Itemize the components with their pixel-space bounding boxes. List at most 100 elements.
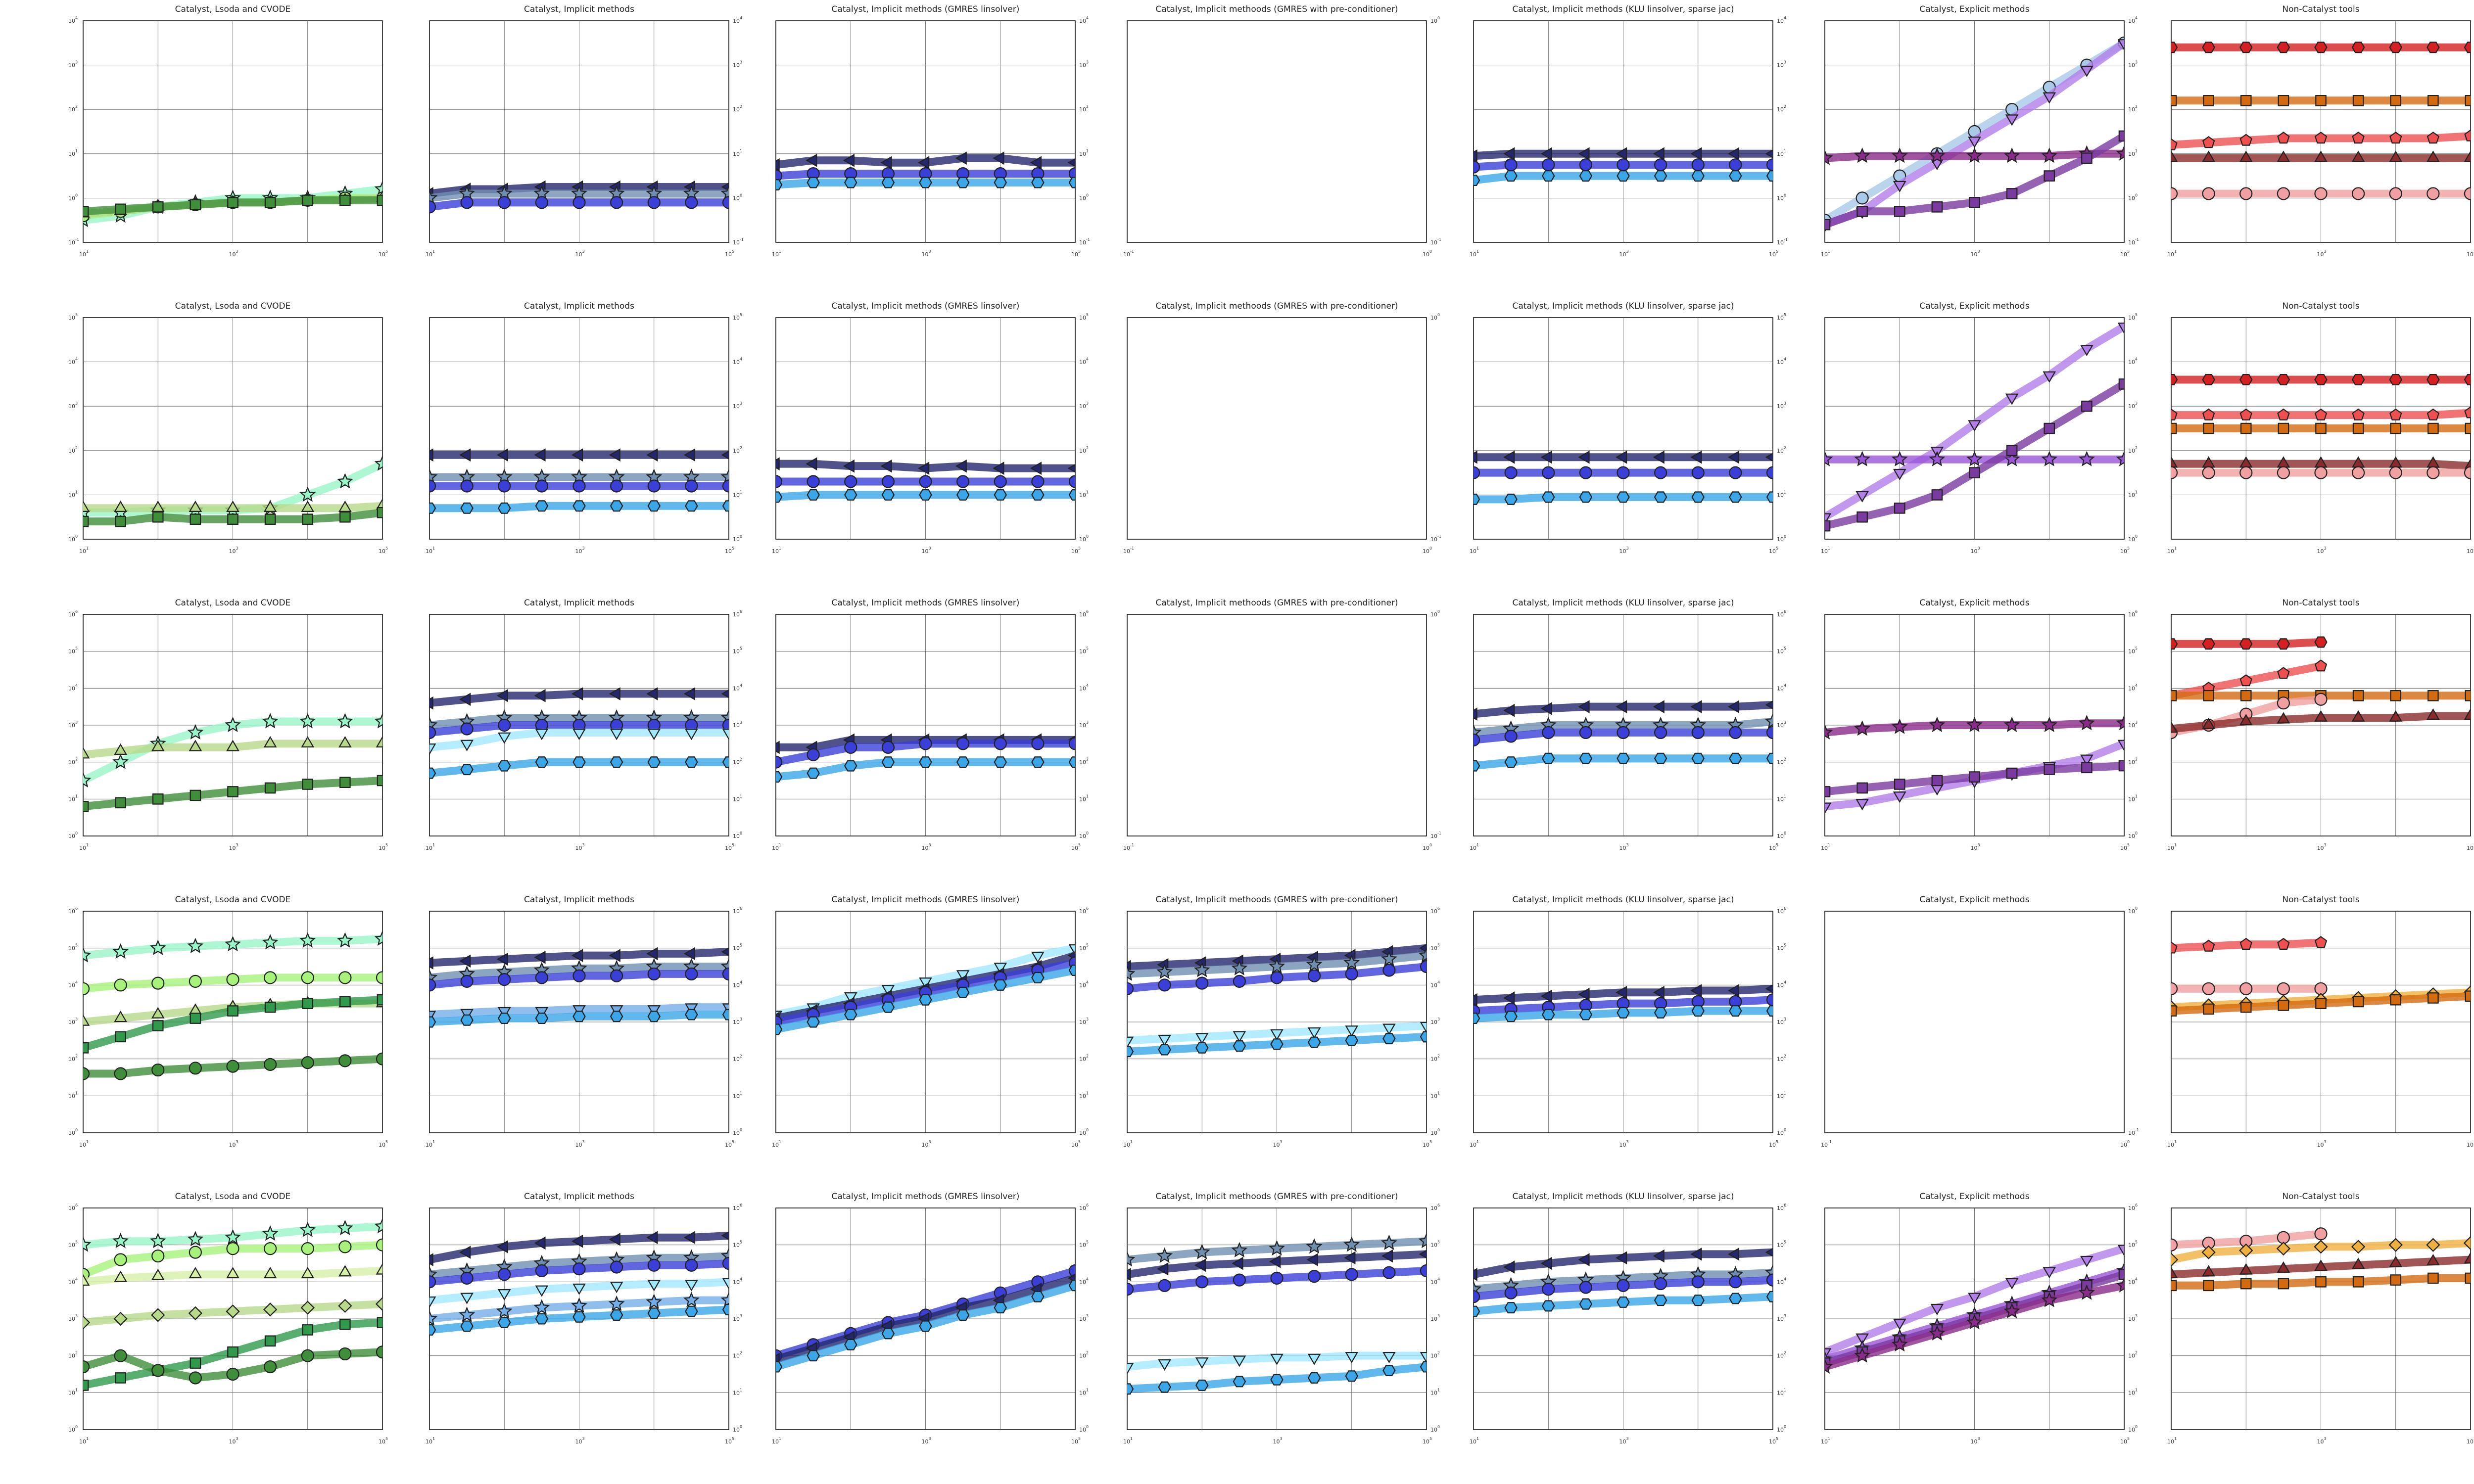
x-tick-exponent: 5 — [1776, 843, 1778, 847]
y-tick-label: 10 — [1430, 833, 1437, 839]
x-tick-label: 10 — [575, 1438, 582, 1445]
data-point — [685, 1009, 698, 1020]
x-tick-label: 10 — [1470, 251, 1476, 258]
plot-area — [1127, 614, 1427, 836]
data-point — [1578, 700, 1590, 714]
data-point — [2202, 150, 2215, 162]
x-tick-label: 10 — [922, 845, 929, 851]
y-tick-exponent: 3 — [2135, 1314, 2138, 1318]
y-tick-exponent: 6 — [2135, 609, 2138, 614]
data-point — [1578, 1253, 1590, 1266]
data-point — [1308, 1270, 1321, 1283]
y-tick-exponent: 3 — [740, 720, 742, 725]
panel-title: Non-Catalyst tools — [2282, 895, 2359, 905]
data-point — [429, 1310, 438, 1326]
x-tick-label: 10 — [1071, 1142, 1078, 1148]
y-tick-label: 10 — [2128, 403, 2135, 410]
data-point — [2080, 754, 2093, 766]
panel-title: Catalyst, Lsoda and CVODE — [175, 895, 291, 905]
panel-title: Catalyst, Implicit methoods (GMRES with … — [1155, 4, 1398, 14]
y-tick-exponent: 0 — [1086, 534, 1089, 539]
data-point — [377, 507, 382, 518]
data-point — [1233, 1376, 1246, 1388]
data-point — [375, 1297, 382, 1311]
data-point — [1825, 724, 1833, 740]
y-tick-label: 10 — [1777, 1242, 1784, 1249]
data-point — [1766, 1005, 1773, 1017]
x-tick-exponent: 5 — [1776, 249, 1778, 254]
y-tick-label: 10 — [68, 1130, 75, 1136]
data-point — [460, 479, 474, 493]
y-tick-exponent: 3 — [1784, 401, 1786, 406]
data-point — [1306, 1253, 1318, 1266]
data-point — [1894, 205, 1905, 217]
data-point — [1380, 1234, 1397, 1250]
data-point — [2352, 187, 2365, 200]
y-tick-exponent: 6 — [1086, 1203, 1089, 1207]
data-point — [2171, 456, 2178, 468]
data-point — [1503, 991, 1515, 1005]
data-point — [1969, 467, 1980, 478]
x-tick-exponent: 3 — [582, 843, 585, 847]
y-tick-label: 10 — [2128, 685, 2135, 692]
data-point — [376, 1263, 382, 1275]
y-tick-label: 10 — [1079, 403, 1086, 410]
data-point — [2314, 936, 2328, 948]
data-point — [152, 793, 164, 805]
y-tick-exponent: 5 — [1784, 943, 1786, 948]
y-tick-label: 10 — [733, 1427, 740, 1433]
data-point — [151, 1308, 165, 1322]
data-point — [919, 177, 932, 188]
x-tick-exponent: 5 — [385, 1437, 388, 1441]
data-point — [881, 177, 895, 188]
y-tick-label: 10 — [1079, 1205, 1086, 1211]
y-tick-exponent: 3 — [1086, 401, 1089, 406]
data-point — [2426, 187, 2440, 200]
data-point — [299, 932, 316, 948]
data-point — [2352, 408, 2365, 420]
y-tick-exponent: -1 — [75, 237, 79, 242]
data-point — [2389, 408, 2402, 420]
y-tick-label: 10 — [1079, 945, 1086, 952]
data-point — [1158, 1359, 1171, 1371]
x-tick-label: 10 — [575, 845, 582, 851]
y-tick-label: 10 — [733, 1279, 740, 1285]
y-tick-label: 10 — [68, 1353, 75, 1359]
data-point — [2277, 712, 2290, 724]
data-point — [189, 740, 202, 751]
data-point — [1931, 489, 1943, 501]
data-point — [685, 967, 698, 981]
data-point — [1579, 726, 1592, 740]
data-point — [2202, 982, 2215, 995]
y-tick-exponent: 2 — [740, 446, 742, 450]
data-point — [460, 722, 474, 736]
data-point — [572, 969, 586, 982]
data-point — [844, 741, 857, 754]
data-point — [2116, 715, 2124, 731]
data-point — [83, 1067, 90, 1080]
data-point — [2351, 373, 2365, 385]
y-tick-label: 10 — [2128, 759, 2135, 766]
y-tick-label: 10 — [733, 106, 740, 113]
data-point — [262, 713, 279, 729]
data-point — [722, 1303, 729, 1315]
data-point — [2239, 42, 2253, 53]
x-tick-label: 10 — [1123, 251, 1130, 258]
data-point — [1729, 158, 1742, 172]
data-point — [1856, 1333, 1869, 1345]
data-point — [1766, 158, 1773, 172]
y-tick-exponent: 6 — [740, 906, 742, 911]
data-point — [1233, 1031, 1246, 1043]
data-point — [112, 943, 129, 959]
data-point — [151, 500, 165, 512]
y-tick-exponent: 0 — [740, 831, 742, 835]
data-point — [1654, 1007, 1667, 1019]
y-tick-exponent: 0 — [1437, 609, 1440, 614]
y-tick-exponent: 0 — [1784, 193, 1786, 197]
y-tick-exponent: 1 — [1086, 149, 1089, 153]
data-point — [2352, 1276, 2364, 1288]
x-tick-label: 10 — [1821, 548, 1828, 555]
x-tick-label: 10 — [1619, 1142, 1626, 1148]
data-point — [722, 718, 729, 732]
